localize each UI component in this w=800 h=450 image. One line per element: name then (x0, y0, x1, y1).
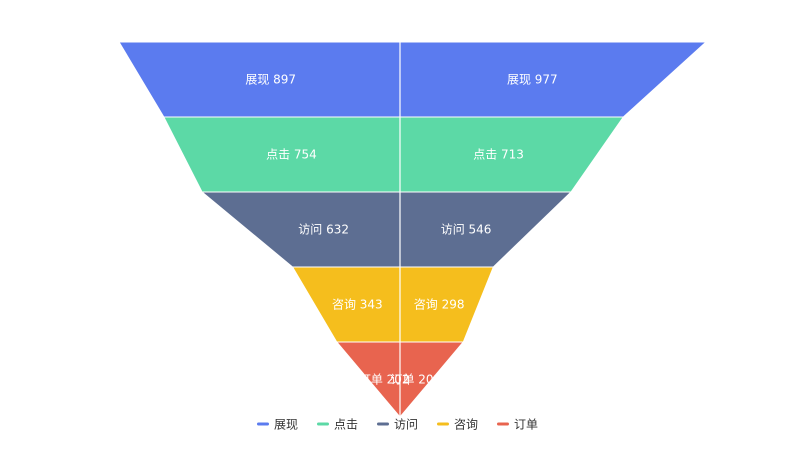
funnel-left-label-5: 订单 202 (359, 373, 410, 387)
funnel-left-label-4: 咨询 343 (332, 297, 383, 312)
legend-label-2: 点击 (334, 418, 358, 432)
funnel-right-label-1: 展现 977 (507, 73, 558, 87)
legend-swatch-3 (377, 422, 389, 426)
legend-item-4[interactable]: 咨询 (437, 417, 478, 432)
legend-item-5[interactable]: 订单 (497, 418, 538, 432)
legend-swatch-2 (317, 422, 329, 426)
funnel-labels: 展现 897 展现 977 点击 754 点击 713 访问 632 访问 546 咨询 3… (245, 73, 557, 387)
legend-label-3: 访问 (394, 418, 418, 432)
legend-swatch-1 (257, 422, 269, 426)
legend-item-1[interactable]: 展现 (257, 418, 298, 432)
legend-item-2[interactable]: 点击 (317, 418, 358, 432)
funnel-left-label-2: 点击 754 (266, 148, 317, 162)
funnel-right-label-4: 咨询 298 (414, 297, 465, 312)
funnel-left-label-3: 访问 632 (298, 223, 349, 237)
legend-swatch-5 (497, 422, 509, 426)
funnel-right-label-5: 订单 202 (390, 373, 441, 387)
funnel-right-label-2: 点击 713 (473, 148, 524, 162)
legend-label-4: 咨询 (454, 417, 478, 432)
legend-swatch-4 (437, 422, 449, 426)
legend-item-3[interactable]: 访问 (377, 418, 418, 432)
funnel-left-label-1: 展现 897 (245, 73, 296, 87)
funnel-left (118, 41, 401, 419)
funnel-right (399, 41, 708, 419)
legend-label-5: 订单 (514, 418, 538, 432)
legend-label-1: 展现 (274, 418, 298, 432)
chart-legend: 展现 点击 访问 咨询 订单 (257, 417, 538, 432)
funnel-right-label-3: 访问 546 (441, 223, 492, 237)
